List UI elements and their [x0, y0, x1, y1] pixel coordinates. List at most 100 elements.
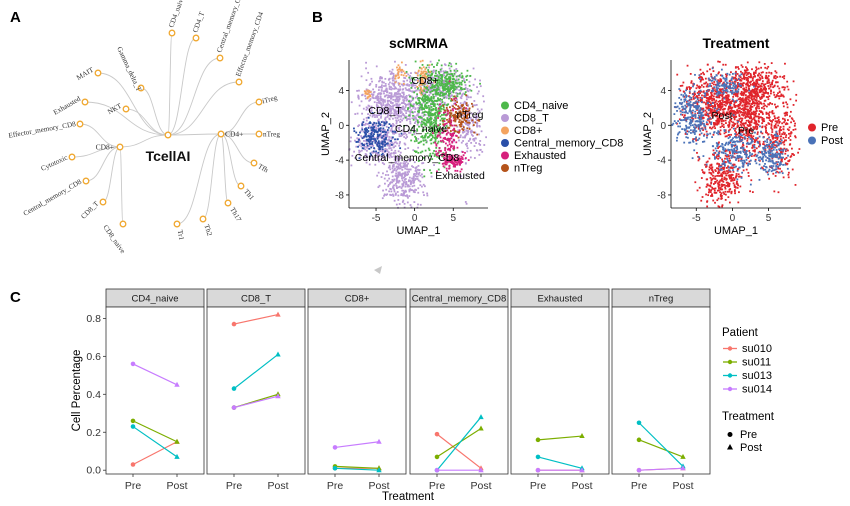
legend-swatch	[501, 101, 509, 110]
node-tr1	[173, 220, 181, 228]
panel-label-c: C	[10, 289, 21, 306]
tree-label-right-3: Th1	[242, 188, 256, 202]
node-th1	[237, 182, 245, 190]
y-axis-title: UMAP_2	[642, 112, 654, 156]
patient-legend-label: su010	[742, 343, 772, 355]
point-post-su014	[680, 465, 686, 471]
node-central-memory-cd8	[82, 177, 90, 185]
point-pre-su013	[231, 386, 237, 391]
series-line-su014	[334, 441, 380, 449]
tree-label-left-3: CD8_T	[80, 199, 101, 220]
series-line-su013	[233, 353, 279, 390]
point-post-su011	[174, 438, 180, 444]
legend-label: Post	[821, 135, 843, 147]
legend-label: CD8_T	[514, 113, 549, 125]
umap-points	[671, 60, 801, 208]
series-line-su014	[132, 363, 178, 386]
node-cd4-hub	[217, 130, 225, 138]
series-line-su013	[537, 456, 583, 469]
point-post-su014	[478, 467, 484, 473]
tree-label-left-0: Effector_memory_CD8	[8, 120, 77, 140]
cluster-label: Pre	[738, 125, 755, 137]
node-gamma-delta-t	[137, 84, 145, 92]
series-line-su011	[638, 439, 684, 458]
point-post-su013	[275, 351, 281, 357]
treatment-legend-label: Post	[740, 442, 762, 454]
facet-strip-label: CD4_naive	[132, 294, 179, 305]
x-tick-label: Post	[571, 480, 592, 492]
series-line-su014	[233, 395, 279, 409]
legend-label: Exhausted	[514, 150, 566, 162]
x-tick-label: 5	[450, 213, 456, 224]
legend-triangle-icon	[727, 444, 733, 450]
point-post-su013	[478, 414, 484, 420]
point-pre-su014	[332, 445, 338, 450]
facet-exhausted: Exhausted Pre Post	[510, 288, 610, 492]
cluster-label: Post	[711, 110, 732, 122]
x-tick-label: Post	[368, 480, 389, 492]
series-line-su011	[436, 427, 482, 458]
point-pre-su014	[231, 405, 237, 410]
tree-label-lefttop-2: Exhausted	[52, 95, 82, 117]
node-mait	[94, 69, 102, 77]
tree-label-top-0: CD4_naive	[167, 0, 186, 29]
tree-hub-cd4-label: CD4+	[225, 130, 243, 139]
node-cd4-naive	[168, 29, 176, 37]
point-pre-su014	[130, 361, 136, 367]
legend-label: Pre	[821, 122, 838, 134]
x-tick-label: Pre	[429, 480, 446, 492]
tree-label-right-1: nTreg	[263, 131, 280, 139]
x-tick-label: Post	[166, 480, 187, 492]
node-tfh	[250, 159, 258, 167]
x-tick-label: -5	[692, 213, 701, 224]
x-axis-title: Treatment	[382, 491, 435, 503]
series-line-su010	[132, 441, 178, 466]
point-post-su011	[579, 433, 585, 439]
node-itreg	[255, 98, 263, 106]
legend-label: nTreg	[514, 163, 542, 175]
node-cd8-naive	[119, 220, 127, 228]
cluster-label: CD4_naive	[395, 123, 447, 135]
series-line-su013	[638, 422, 684, 467]
x-tick-label: Pre	[125, 480, 142, 492]
x-tick-label: Pre	[327, 480, 344, 492]
tree-label-lefttop-1: Gamma_delta_T	[115, 45, 143, 93]
facet-central-memory-cd8: Central_memory_CD8 Pre Post	[409, 288, 509, 492]
node-cd4-t	[192, 34, 200, 42]
tree-hub-cd8-label: CD8+	[96, 143, 114, 152]
y-tick-label: 0	[660, 121, 666, 132]
point-pre-su014	[636, 467, 642, 473]
node-cytotoxic	[68, 153, 76, 161]
point-pre-su011	[636, 437, 642, 443]
point-pre-su013	[332, 466, 338, 471]
series-line-su011	[537, 435, 583, 441]
legend-label: Central_memory_CD8	[514, 138, 623, 150]
series-line-su013	[436, 416, 482, 471]
point-post-su013	[376, 467, 382, 473]
tree-label-top-2: Central_memory_CD4	[215, 0, 245, 54]
y-tick-label: -4	[335, 156, 344, 167]
node-exhausted	[81, 98, 89, 106]
facet-strip-label: CD8+	[345, 294, 370, 305]
x-tick-label: Post	[672, 480, 693, 492]
legend-swatch	[501, 164, 509, 172]
point-pre-su013	[636, 420, 642, 426]
point-pre-su011	[535, 437, 541, 443]
facet-cd8-t: CD8_T Pre Post	[206, 288, 306, 492]
facet-panel	[307, 306, 407, 475]
x-axis-title: UMAP_1	[714, 225, 758, 237]
treatment-legend-label: Pre	[740, 429, 757, 441]
facet-panel	[206, 306, 306, 475]
x-tick-label: Post	[267, 480, 288, 492]
y-tick-label: 0.4	[86, 389, 101, 401]
facet-ntreg: nTreg Pre Post	[611, 288, 711, 492]
y-tick-label: 0.2	[86, 427, 101, 439]
x-tick-label: Pre	[226, 480, 243, 492]
x-tick-label: 0	[730, 213, 736, 224]
patient-legend-label: su011	[742, 357, 771, 369]
facet-strip-label: Central_memory_CD8	[412, 294, 507, 305]
point-pre-su010	[434, 431, 440, 437]
y-tick-label: 0.6	[86, 351, 101, 363]
y-tick-label: 0.0	[86, 465, 101, 477]
facet-panel	[611, 306, 711, 475]
